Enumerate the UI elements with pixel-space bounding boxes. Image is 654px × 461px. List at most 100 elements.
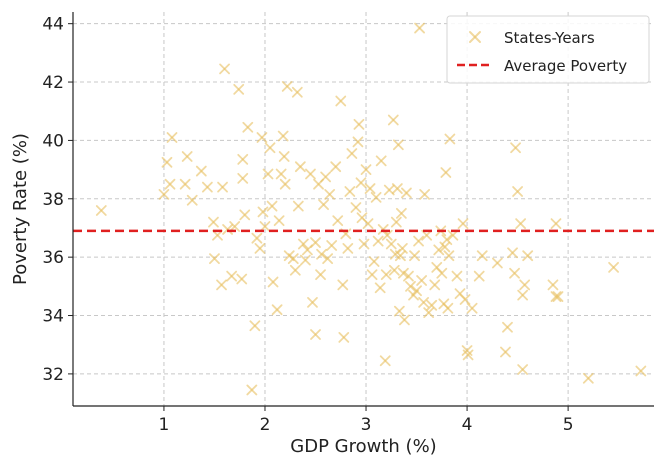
y-tick-label: 34 xyxy=(42,307,64,327)
data-point xyxy=(237,153,249,165)
data-point xyxy=(219,63,230,75)
data-point xyxy=(201,181,213,193)
data-point xyxy=(242,121,254,133)
data-point xyxy=(297,238,309,250)
data-point xyxy=(392,139,404,151)
data-point xyxy=(500,346,511,358)
data-point xyxy=(517,364,529,375)
data-point xyxy=(408,289,419,301)
data-point xyxy=(324,189,336,200)
legend: States-Years Average Poverty xyxy=(446,15,650,84)
data-point xyxy=(249,320,261,332)
data-point xyxy=(466,302,478,314)
axes xyxy=(68,12,654,411)
data-point xyxy=(391,183,403,194)
legend-cross xyxy=(469,31,481,43)
data-point xyxy=(164,178,176,190)
data-point xyxy=(510,142,521,154)
data-point xyxy=(338,332,350,343)
data-point xyxy=(517,289,529,301)
data-point xyxy=(364,183,376,194)
data-point xyxy=(442,302,454,314)
legend-marker-states-years xyxy=(469,31,481,43)
data-point xyxy=(457,218,469,229)
data-point xyxy=(419,189,431,200)
data-point xyxy=(362,218,374,229)
data-point xyxy=(273,215,285,227)
y-tick-label: 42 xyxy=(42,73,64,93)
data-point xyxy=(226,270,238,282)
data-point xyxy=(393,305,405,317)
data-point xyxy=(401,187,412,199)
data-point xyxy=(476,250,488,262)
data-point xyxy=(299,254,311,266)
data-point xyxy=(509,267,520,279)
data-point xyxy=(254,242,266,254)
data-point xyxy=(267,276,279,288)
data-point xyxy=(310,237,321,248)
data-point xyxy=(403,270,414,282)
data-point xyxy=(158,189,170,200)
data-point xyxy=(409,250,420,262)
x-tick-label: 4 xyxy=(462,415,473,435)
x-tick-label: 2 xyxy=(260,415,271,435)
data-point xyxy=(441,234,453,246)
data-point xyxy=(161,156,173,168)
data-point xyxy=(440,167,452,178)
y-tick-label: 36 xyxy=(42,248,64,268)
data-point xyxy=(316,248,327,260)
data-point xyxy=(390,216,402,228)
data-point xyxy=(259,221,271,232)
data-point xyxy=(397,242,408,254)
data-point xyxy=(368,256,380,267)
data-point xyxy=(251,232,263,244)
y-tick-label: 38 xyxy=(42,190,64,210)
data-point xyxy=(416,275,428,286)
data-point xyxy=(344,186,356,197)
data-point xyxy=(271,304,283,316)
data-point xyxy=(358,238,370,250)
data-point xyxy=(350,202,362,213)
data-point xyxy=(372,235,384,247)
data-point xyxy=(512,186,523,197)
x-axis-title: GDP Growth (%) xyxy=(290,436,436,457)
legend-label-states-years: States-Years xyxy=(504,29,595,47)
data-point xyxy=(462,349,474,361)
x-tick-label: 5 xyxy=(563,415,574,435)
data-point xyxy=(507,247,518,259)
data-point xyxy=(433,244,445,256)
data-point xyxy=(277,130,289,142)
data-point xyxy=(387,114,399,126)
data-point xyxy=(355,177,367,189)
data-point xyxy=(237,172,249,184)
data-point xyxy=(447,229,459,241)
data-point xyxy=(374,282,386,294)
data-point xyxy=(385,238,397,250)
data-point xyxy=(418,296,430,308)
legend-box xyxy=(446,15,650,84)
data-point xyxy=(281,81,293,92)
data-point xyxy=(292,200,304,212)
data-point xyxy=(635,365,647,377)
data-point xyxy=(379,355,391,367)
data-point xyxy=(229,221,241,232)
data-point xyxy=(436,267,448,279)
data-point xyxy=(262,168,274,180)
data-point xyxy=(380,269,392,281)
x-tick-label: 3 xyxy=(361,415,372,435)
scatter-points xyxy=(95,22,647,396)
data-point xyxy=(366,269,378,281)
data-point xyxy=(246,384,258,396)
data-point xyxy=(320,171,332,183)
data-point xyxy=(186,194,198,206)
data-point xyxy=(377,224,389,235)
data-point xyxy=(550,291,562,302)
y-tick-label: 40 xyxy=(42,131,64,151)
data-point xyxy=(451,270,463,282)
data-point xyxy=(278,151,290,162)
data-point xyxy=(346,148,358,159)
data-point xyxy=(233,83,245,95)
